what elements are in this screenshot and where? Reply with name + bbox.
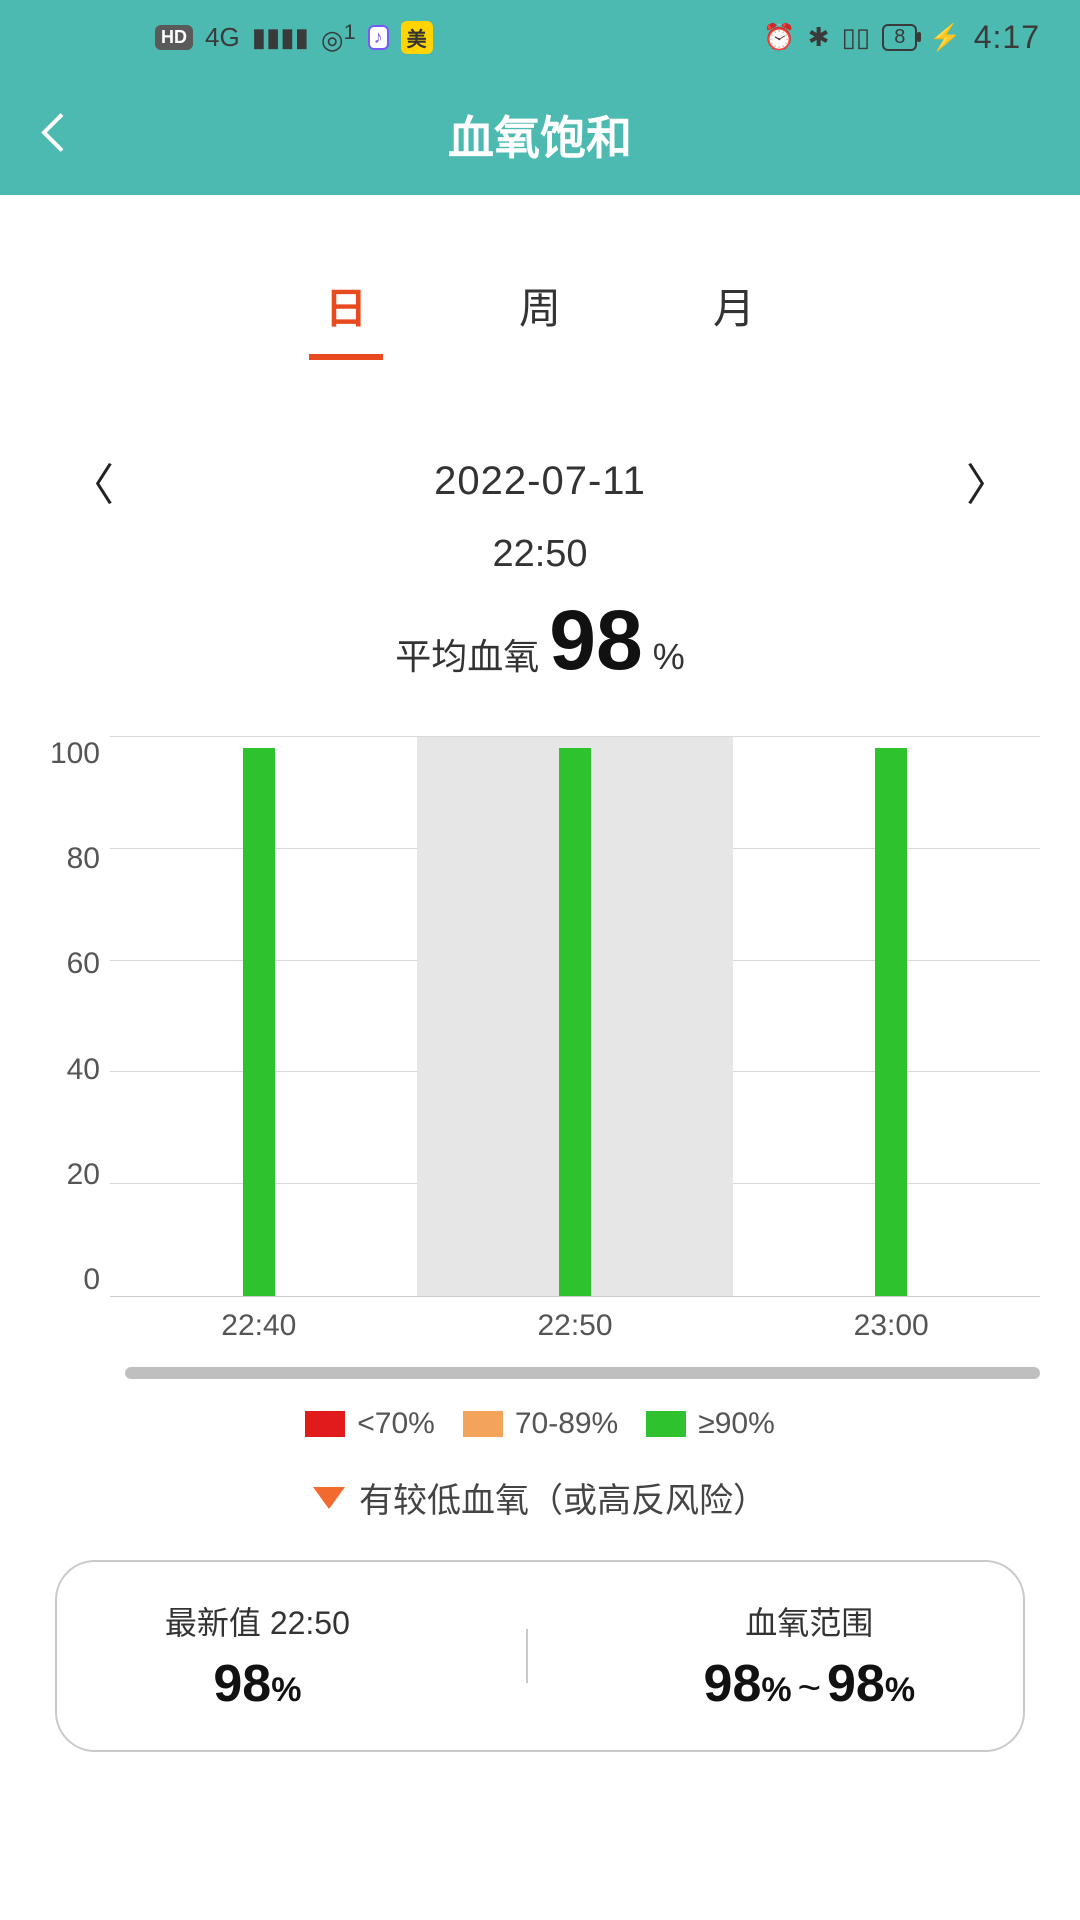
x-tick: 22:50 bbox=[537, 1309, 612, 1343]
legend-item-low: <70% bbox=[305, 1407, 435, 1441]
bluetooth-icon: ✱ bbox=[808, 22, 830, 53]
y-tick: 0 bbox=[83, 1263, 100, 1297]
latest-time: 22:50 bbox=[270, 1605, 350, 1641]
meituan-app-icon: 美 bbox=[401, 21, 433, 54]
hotspot-icon: ◎1 bbox=[321, 19, 356, 56]
clock-time: 4:17 bbox=[974, 19, 1040, 56]
hotspot-count: 1 bbox=[344, 19, 356, 44]
hd-badge: HD bbox=[155, 25, 193, 50]
next-date-button[interactable]: 〉 bbox=[966, 449, 1010, 513]
warning-text: 有较低血氧（或高反风险） bbox=[359, 1473, 767, 1522]
alarm-icon: ⏰ bbox=[763, 22, 795, 53]
legend-label: <70% bbox=[357, 1407, 435, 1441]
warning-icon bbox=[313, 1487, 345, 1509]
average-label: 平均血氧 bbox=[395, 628, 539, 680]
latest-title: 最新值 22:50 bbox=[165, 1598, 350, 1644]
percent-sign: % bbox=[271, 1671, 301, 1709]
warning-row[interactable]: 有较低血氧（或高反风险） bbox=[0, 1473, 1080, 1522]
chart-bar[interactable] bbox=[559, 748, 591, 1296]
range-title: 血氧范围 bbox=[704, 1598, 916, 1644]
summary-divider bbox=[526, 1629, 528, 1683]
legend-label: ≥90% bbox=[698, 1407, 775, 1441]
latest-value: 98% bbox=[165, 1654, 350, 1714]
legend-swatch bbox=[305, 1411, 345, 1437]
charging-icon: ⚡ bbox=[929, 22, 961, 53]
percent-sign: % bbox=[761, 1671, 791, 1709]
current-date: 2022-07-11 bbox=[434, 459, 646, 504]
latest-label: 最新值 bbox=[165, 1605, 261, 1641]
average-row: 平均血氧 98 % bbox=[0, 598, 1080, 682]
vibrate-icon: ▯▯ bbox=[842, 22, 871, 53]
tab-week[interactable]: 周 bbox=[503, 265, 577, 354]
legend-item-mid: 70-89% bbox=[463, 1407, 618, 1441]
latest-value-block: 最新值 22:50 98% bbox=[165, 1598, 350, 1714]
network-label: 4G bbox=[205, 22, 240, 53]
app-header: 血氧饱和 bbox=[0, 75, 1080, 195]
y-tick: 100 bbox=[50, 737, 100, 771]
y-tick: 80 bbox=[67, 842, 100, 876]
range-block: 血氧范围 98%~98% bbox=[704, 1598, 916, 1714]
tab-day[interactable]: 日 bbox=[309, 265, 383, 354]
status-right: ⏰ ✱ ▯▯ 8 ⚡ 4:17 bbox=[763, 19, 1040, 56]
latest-number: 98 bbox=[213, 1655, 271, 1713]
page-title: 血氧饱和 bbox=[448, 102, 632, 168]
range-value: 98%~98% bbox=[704, 1654, 916, 1714]
music-app-icon: ♪ bbox=[368, 25, 389, 50]
plot-area[interactable] bbox=[110, 737, 1040, 1297]
y-tick: 40 bbox=[67, 1053, 100, 1087]
summary-card: 最新值 22:50 98% 血氧范围 98%~98% bbox=[55, 1560, 1025, 1752]
status-left: HD 4G ▮▮▮▮ ◎1 ♪ 美 bbox=[155, 19, 433, 56]
chart-bar[interactable] bbox=[875, 748, 907, 1296]
range-tabs: 日 周 月 bbox=[0, 265, 1080, 354]
selected-time: 22:50 bbox=[0, 533, 1080, 576]
average-unit: % bbox=[653, 636, 685, 678]
range-high: 98 bbox=[827, 1655, 885, 1713]
signal-bars-icon: ▮▮▮▮ bbox=[252, 22, 309, 53]
percent-sign: % bbox=[885, 1671, 915, 1709]
prev-date-button[interactable]: 〈 bbox=[70, 449, 114, 513]
y-axis: 100 80 60 40 20 0 bbox=[30, 737, 100, 1297]
tab-month[interactable]: 月 bbox=[697, 265, 771, 354]
x-tick: 22:40 bbox=[221, 1309, 296, 1343]
status-bar: HD 4G ▮▮▮▮ ◎1 ♪ 美 ⏰ ✱ ▯▯ 8 ⚡ 4:17 bbox=[0, 0, 1080, 75]
chart-legend: <70% 70-89% ≥90% bbox=[0, 1407, 1080, 1441]
range-low: 98 bbox=[704, 1655, 762, 1713]
legend-label: 70-89% bbox=[515, 1407, 618, 1441]
legend-item-high: ≥90% bbox=[646, 1407, 775, 1441]
battery-indicator: 8 bbox=[882, 24, 917, 51]
chart-scrollbar[interactable] bbox=[125, 1367, 1040, 1379]
y-tick: 20 bbox=[67, 1158, 100, 1192]
spo2-chart: 100 80 60 40 20 0 22:40 22:50 23:00 bbox=[30, 737, 1040, 1379]
chart-bar[interactable] bbox=[243, 748, 275, 1296]
y-tick: 60 bbox=[67, 947, 100, 981]
x-axis: 22:40 22:50 23:00 bbox=[110, 1309, 1040, 1349]
x-tick: 23:00 bbox=[854, 1309, 929, 1343]
back-button[interactable] bbox=[30, 109, 78, 162]
range-tilde: ~ bbox=[792, 1666, 827, 1710]
date-navigator: 〈 2022-07-11 〉 bbox=[0, 449, 1080, 513]
average-value: 98 bbox=[549, 598, 642, 682]
legend-swatch bbox=[463, 1411, 503, 1437]
legend-swatch bbox=[646, 1411, 686, 1437]
